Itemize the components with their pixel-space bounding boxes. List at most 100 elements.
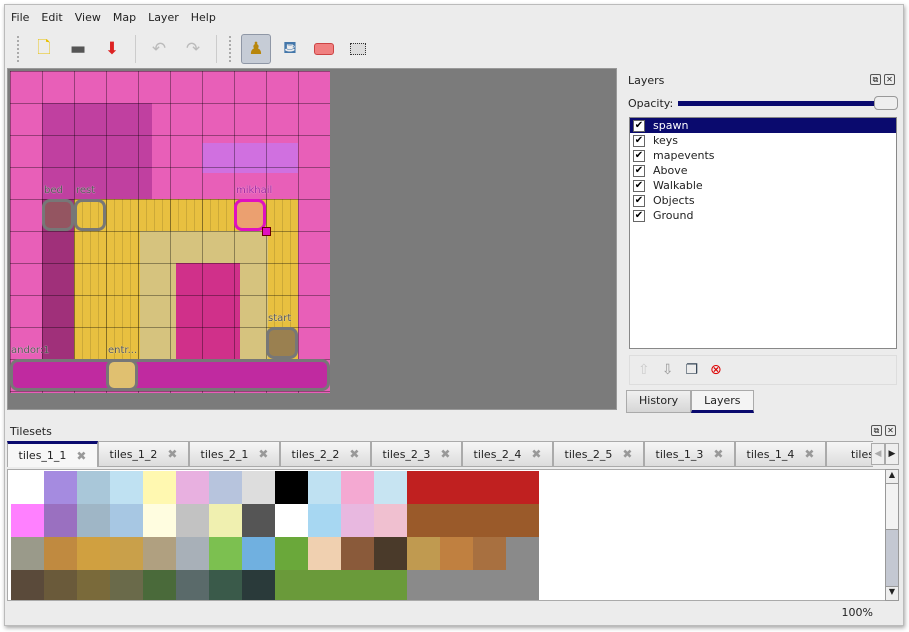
stamp-icon[interactable]: ♟ (241, 34, 271, 64)
tile[interactable] (440, 537, 473, 570)
tile[interactable] (110, 471, 143, 504)
close-tab-icon[interactable]: ✖ (349, 447, 360, 461)
tile[interactable] (341, 471, 374, 504)
vertical-scrollbar[interactable]: ▲ ▼ (885, 469, 899, 601)
tile[interactable] (506, 504, 539, 537)
new-icon[interactable]: 🗋 (37, 37, 51, 58)
tile[interactable] (407, 471, 440, 504)
tile[interactable] (143, 570, 176, 600)
close-tab-icon[interactable]: ✖ (167, 447, 178, 461)
tile[interactable] (473, 471, 506, 504)
menu-help[interactable]: Help (190, 11, 216, 24)
object-entrance[interactable] (106, 359, 138, 391)
close-tab-icon[interactable]: ✖ (440, 447, 451, 461)
tile[interactable] (209, 570, 242, 600)
save-icon[interactable]: ⬇ (104, 39, 120, 59)
tile[interactable] (143, 537, 176, 570)
float-icon[interactable]: ⧉ (870, 74, 881, 85)
close-icon[interactable]: ✕ (885, 425, 896, 436)
layer-row[interactable]: ✔ keys (630, 133, 896, 148)
tile[interactable] (11, 570, 44, 600)
tile[interactable] (308, 504, 341, 537)
tile[interactable] (77, 537, 110, 570)
tile[interactable] (44, 570, 77, 600)
tile-map[interactable]: bed rest mikhail start andor:1 entr... (10, 71, 330, 393)
tile[interactable] (275, 570, 308, 600)
tile[interactable] (308, 471, 341, 504)
tileset-view[interactable] (7, 469, 887, 601)
tile[interactable] (209, 471, 242, 504)
toolbar-grip[interactable] (17, 36, 21, 62)
visibility-checkbox[interactable]: ✔ (633, 209, 645, 222)
visibility-checkbox[interactable]: ✔ (633, 149, 645, 162)
visibility-checkbox[interactable]: ✔ (633, 119, 645, 132)
tileset-tab[interactable]: tiles_2_1 ✖ (189, 441, 280, 467)
duplicate-icon[interactable]: ❐ (685, 362, 699, 378)
object-rest[interactable] (74, 199, 106, 231)
visibility-checkbox[interactable]: ✔ (633, 179, 645, 192)
visibility-checkbox[interactable]: ✔ (633, 164, 645, 177)
open-icon[interactable]: ▬ (69, 39, 87, 59)
menu-view[interactable]: View (74, 11, 101, 24)
layer-row[interactable]: ✔ Ground (630, 208, 896, 223)
close-tab-icon[interactable]: ✖ (76, 448, 87, 463)
eraser-icon[interactable] (309, 34, 339, 64)
tile[interactable] (77, 471, 110, 504)
tile[interactable] (440, 570, 473, 600)
tile[interactable] (506, 537, 539, 570)
tile[interactable] (308, 570, 341, 600)
tile[interactable] (506, 471, 539, 504)
tileset-tab[interactable]: tiles_1_ (826, 441, 873, 467)
layer-row[interactable]: ✔ Objects (630, 193, 896, 208)
visibility-checkbox[interactable]: ✔ (633, 194, 645, 207)
tile[interactable] (110, 570, 143, 600)
layer-row[interactable]: ✔ Above (630, 163, 896, 178)
tile[interactable] (77, 570, 110, 600)
tile[interactable] (242, 504, 275, 537)
menu-map[interactable]: Map (112, 11, 137, 24)
tile[interactable] (44, 537, 77, 570)
tile[interactable] (341, 570, 374, 600)
scroll-up-icon[interactable]: ▲ (886, 470, 898, 484)
tab-layers[interactable]: Layers (691, 390, 754, 413)
tile[interactable] (440, 504, 473, 537)
tileset-tab[interactable]: tiles_1_4 ✖ (735, 441, 826, 467)
tile[interactable] (473, 537, 506, 570)
tile[interactable] (374, 471, 407, 504)
tile[interactable] (275, 537, 308, 570)
tab-history[interactable]: History (626, 390, 692, 413)
tab-scroll-right-icon[interactable]: ▶ (885, 443, 899, 465)
tile[interactable] (374, 570, 407, 600)
layer-row[interactable]: ✔ spawn (630, 118, 896, 133)
tile[interactable] (407, 537, 440, 570)
tile[interactable] (506, 570, 539, 600)
tile[interactable] (176, 471, 209, 504)
tile[interactable] (209, 504, 242, 537)
layer-row[interactable]: ✔ Walkable (630, 178, 896, 193)
tile[interactable] (44, 471, 77, 504)
object-andor[interactable] (10, 359, 330, 391)
menu-file[interactable]: File (11, 11, 30, 24)
close-icon[interactable]: ✕ (884, 74, 895, 85)
menu-layer[interactable]: Layer (148, 11, 179, 24)
layer-row[interactable]: ✔ mapevents (630, 148, 896, 163)
close-tab-icon[interactable]: ✖ (804, 447, 815, 461)
redo-icon[interactable]: ↷ (185, 39, 201, 59)
resize-handle[interactable] (262, 227, 271, 236)
object-bed[interactable] (42, 199, 74, 231)
tileset-tab[interactable]: tiles_2_2 ✖ (280, 441, 371, 467)
opacity-slider[interactable] (678, 96, 898, 110)
toolbar-grip[interactable] (229, 36, 233, 62)
tileset-tab[interactable]: tiles_2_5 ✖ (553, 441, 644, 467)
tile[interactable] (110, 537, 143, 570)
object-start[interactable] (266, 327, 298, 359)
tile[interactable] (176, 570, 209, 600)
tileset-tab[interactable]: tiles_1_2 ✖ (98, 441, 189, 467)
close-tab-icon[interactable]: ✖ (622, 447, 633, 461)
tile[interactable] (275, 504, 308, 537)
tile[interactable] (341, 504, 374, 537)
rect-select-icon[interactable] (343, 34, 373, 64)
tile[interactable] (308, 537, 341, 570)
close-tab-icon[interactable]: ✖ (531, 447, 542, 461)
tile[interactable] (11, 471, 44, 504)
